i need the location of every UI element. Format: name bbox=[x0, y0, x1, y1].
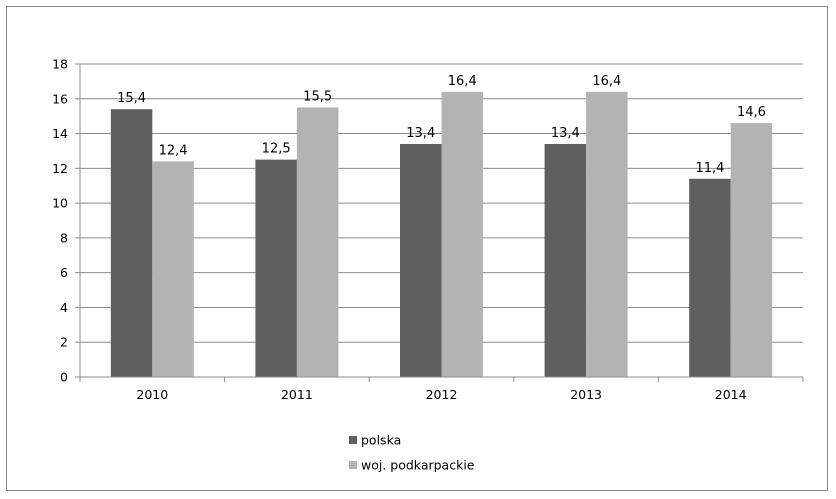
data-label: 12,5 bbox=[262, 142, 291, 157]
y-tick-label: 2 bbox=[60, 335, 68, 350]
legend-label: polska bbox=[361, 433, 401, 448]
y-tick-label: 14 bbox=[52, 126, 68, 141]
data-label: 11,4 bbox=[695, 161, 724, 176]
bar-podkarpackie-2013 bbox=[586, 91, 628, 378]
x-tick-label: 2011 bbox=[281, 387, 313, 402]
x-tick-label: 2010 bbox=[136, 387, 168, 402]
bar-polska-2011 bbox=[255, 159, 297, 377]
data-labels: 15,4 12,4 12,5 15,5 13,4 16,4 13,4 16,4 11,4 14,6 bbox=[117, 74, 766, 176]
bar-podkarpackie-2010 bbox=[152, 161, 194, 377]
data-label: 15,5 bbox=[303, 89, 332, 104]
data-label: 16,4 bbox=[448, 74, 477, 89]
data-label: 13,4 bbox=[551, 126, 580, 141]
x-tick-label: 2012 bbox=[426, 387, 458, 402]
legend: polska woj. podkarpackie bbox=[349, 433, 475, 473]
bar-polska-2010 bbox=[110, 109, 153, 377]
legend-swatch bbox=[349, 461, 357, 469]
y-tick-label: 8 bbox=[60, 230, 68, 245]
legend-label: woj. podkarpackie bbox=[361, 458, 475, 473]
bar-podkarpackie-2012 bbox=[441, 91, 483, 378]
y-tick-label: 0 bbox=[60, 370, 68, 385]
data-label: 13,4 bbox=[406, 126, 435, 141]
bar-podkarpackie-2011 bbox=[296, 107, 339, 377]
axes: 0 2 4 6 8 10 12 14 16 18 2010 2011 2012 2013 2014 bbox=[52, 57, 804, 402]
bars bbox=[110, 91, 773, 378]
legend-swatch bbox=[349, 436, 357, 444]
y-tick-label: 12 bbox=[52, 161, 68, 176]
bar-polska-2014 bbox=[689, 178, 731, 377]
data-label: 16,4 bbox=[592, 74, 621, 89]
y-tick-label: 10 bbox=[52, 196, 68, 211]
bar-polska-2013 bbox=[544, 143, 587, 377]
data-label: 12,4 bbox=[159, 143, 188, 158]
x-tick-label: 2013 bbox=[570, 387, 602, 402]
x-tick-label: 2014 bbox=[715, 387, 747, 402]
bar-polska-2012 bbox=[400, 143, 442, 377]
data-label: 15,4 bbox=[117, 91, 146, 106]
y-tick-label: 6 bbox=[60, 265, 68, 280]
y-tick-label: 4 bbox=[60, 300, 68, 315]
bar-podkarpackie-2014 bbox=[730, 123, 773, 377]
y-tick-label: 16 bbox=[52, 91, 68, 106]
data-label: 14,6 bbox=[737, 105, 766, 120]
y-tick-label: 18 bbox=[52, 57, 68, 72]
